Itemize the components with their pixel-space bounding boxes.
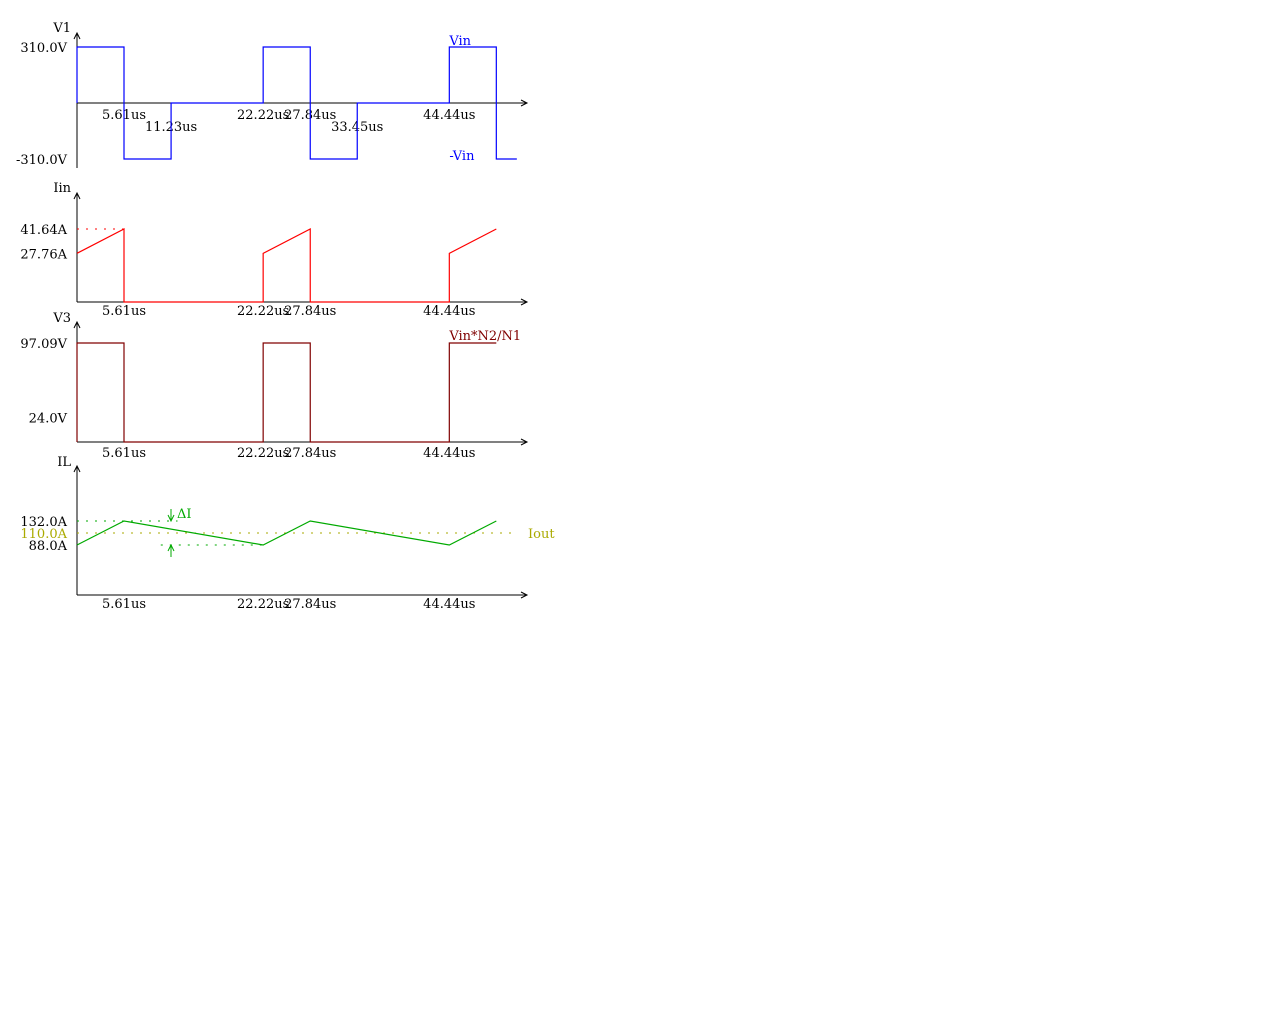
y-tick-label: 132.0A — [20, 515, 67, 530]
y-axis-label: V3 — [52, 311, 71, 326]
x-axis-arrow — [520, 298, 529, 306]
y-axis-label: IL — [57, 455, 71, 470]
series-line — [76, 46, 517, 160]
annotation-label: ΔI — [177, 507, 192, 522]
y-tick-label: 41.64A — [20, 223, 67, 238]
y-tick-label: 27.76A — [20, 247, 67, 262]
x-axis-arrow — [520, 438, 529, 446]
y-tick-label: 24.0V — [29, 412, 68, 427]
x-tick-label: 5.61us — [102, 597, 146, 612]
y-tick-label: 110.0A — [20, 527, 67, 542]
y-axis-arrow — [73, 31, 81, 40]
x-tick-label: 22.22us — [237, 304, 289, 319]
annotation-label: Iout — [528, 527, 555, 542]
x-tick-label: 22.22us — [237, 597, 289, 612]
annotation-label: Vin*N2/N1 — [448, 329, 521, 344]
series-line — [76, 520, 497, 546]
y-axis-label: V1 — [52, 21, 71, 36]
delta-arrow-top-head — [167, 514, 175, 523]
x-axis-arrow — [520, 99, 529, 107]
y-tick-label: 88.0A — [29, 539, 68, 554]
x-axis-arrow — [520, 591, 529, 599]
y-axis-arrow — [73, 191, 81, 200]
x-tick-label: 27.84us — [284, 446, 336, 461]
annotation-label: Vin — [448, 34, 471, 49]
x-tick-label: 5.61us — [102, 304, 146, 319]
x-tick-label: 44.44us — [423, 304, 475, 319]
x-tick-label: 27.84us — [284, 597, 336, 612]
x-tick-label: 44.44us — [423, 446, 475, 461]
y-axis-arrow — [73, 464, 81, 473]
y-axis-label: Iin — [53, 181, 71, 196]
x-tick-label: 5.61us — [102, 446, 146, 461]
x-tick-label: 27.84us — [284, 304, 336, 319]
y-tick-label: -310.0V — [16, 153, 68, 168]
x-tick-label: 22.22us — [237, 108, 289, 123]
x-tick-label: 44.44us — [423, 597, 475, 612]
series-line — [76, 342, 497, 443]
delta-arrow-bottom-head — [167, 543, 175, 552]
series-line — [76, 228, 497, 303]
y-tick-label: 310.0V — [20, 41, 67, 56]
y-tick-label: 97.09V — [20, 337, 67, 352]
y-axis-arrow — [73, 320, 81, 329]
x-tick-label: 22.22us — [237, 446, 289, 461]
x-tick-label: 44.44us — [423, 108, 475, 123]
annotation-label: -Vin — [449, 149, 475, 164]
